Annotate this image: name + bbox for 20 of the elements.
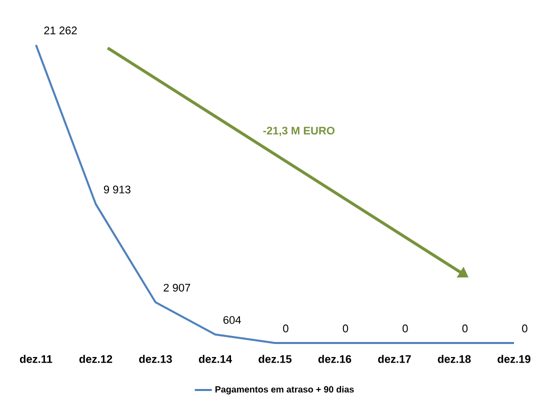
x-tick-label: dez.19 [498,354,530,363]
data-label: 21 262 [44,26,77,34]
x-tick-label: dez.12 [79,354,112,363]
data-label: 0 [402,324,408,332]
x-tick-label: dez.13 [139,354,172,363]
annotation: -21,3 M EURO [263,126,334,136]
x-tick-label: dez.18 [438,354,471,363]
x-tick-label: dez.16 [318,354,352,363]
legend-label: Pagamentos em atraso + 90 dias [215,386,354,394]
data-label: 0 [342,324,348,332]
x-tick-label: dez.17 [378,354,411,363]
data-label: 604 [223,316,241,324]
x-tick-label: dez.15 [258,354,292,363]
data-label: 0 [283,324,288,332]
data-label: 0 [522,324,528,332]
x-tick-label: dez.11 [20,354,52,363]
x-tick-label: dez.14 [198,354,232,363]
data-label: 0 [462,324,468,332]
data-label: 2 907 [164,284,190,292]
data-label: 9 913 [104,186,130,194]
